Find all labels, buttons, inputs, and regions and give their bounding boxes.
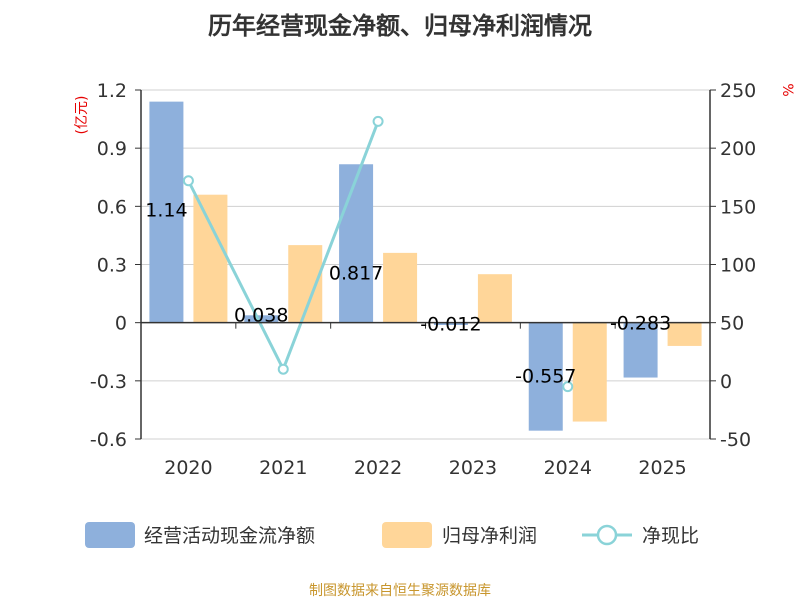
legend-label-net-profit: 归母净利润 — [442, 525, 537, 547]
left-tick-label: 0.3 — [97, 255, 127, 277]
right-tick-label: 150 — [720, 196, 756, 218]
chart-title: 历年经营现金净额、归母净利润情况 — [208, 12, 592, 40]
legend-label-cashflow: 经营活动现金流净额 — [144, 525, 315, 547]
bar-net-profit — [193, 194, 228, 323]
data-label-cashflow: 0.038 — [234, 304, 288, 326]
data-label-cashflow: -0.283 — [610, 313, 671, 335]
axes: 1.2 0.9 0.6 0.3 0 -0.3 -0.6 250 200 150 100 50 0 -50 2… — [90, 80, 756, 479]
left-tick-label: 0 — [115, 313, 127, 335]
bar-cashflow — [623, 322, 658, 378]
ratio-point — [182, 175, 194, 187]
left-tick-label: 0.9 — [97, 138, 127, 160]
grid-lines — [141, 89, 710, 440]
right-tick-label: -50 — [720, 429, 751, 451]
bar-cashflow — [149, 101, 184, 323]
bar-net-profit — [572, 322, 607, 422]
bar-net-profit — [383, 252, 418, 323]
right-tick-label: 100 — [720, 255, 756, 277]
right-axis-unit: % — [779, 83, 795, 96]
left-tick-label: 0.6 — [97, 196, 127, 218]
bar-cashflow — [339, 164, 374, 323]
x-tick-label: 2023 — [449, 457, 497, 479]
legend: 经营活动现金流净额 归母净利润 净现比 — [85, 522, 699, 548]
x-tick-label: 2024 — [544, 457, 592, 479]
bars — [149, 101, 702, 431]
data-label-cashflow: 0.817 — [329, 262, 383, 284]
bar-net-profit — [667, 322, 702, 346]
right-tick-label: 0 — [720, 371, 732, 393]
bar-cashflow — [244, 315, 279, 323]
left-tick-label: -0.6 — [90, 429, 127, 451]
bar-cashflow — [433, 322, 468, 325]
legend-marker-ratio — [596, 524, 618, 546]
ratio-point — [277, 363, 289, 375]
legend-swatch-net-profit — [382, 522, 432, 548]
legend-swatch-cashflow — [85, 522, 135, 548]
left-tick-label: -0.3 — [90, 371, 127, 393]
data-label-cashflow: 1.14 — [145, 200, 187, 222]
bar-net-profit — [477, 274, 512, 323]
x-tick-label: 2021 — [259, 457, 307, 479]
x-tick-label: 2020 — [164, 457, 212, 479]
ratio-line — [182, 115, 574, 393]
right-tick-label: 250 — [720, 80, 756, 102]
ratio-point — [562, 381, 574, 393]
data-label-cashflow: -0.557 — [515, 366, 576, 388]
bar-cashflow — [528, 322, 563, 431]
x-tick-label: 2022 — [354, 457, 402, 479]
left-axis-unit: (亿元) — [74, 96, 90, 135]
legend-label-ratio: 净现比 — [642, 525, 699, 547]
data-label-cashflow: -0.012 — [420, 314, 481, 336]
right-tick-label: 50 — [720, 313, 744, 335]
data-labels: 1.14 0.038 0.817 -0.012 -0.557 -0.283 — [145, 200, 671, 388]
ratio-point — [372, 115, 384, 127]
right-tick-label: 200 — [720, 138, 756, 160]
x-tick-label: 2025 — [638, 457, 686, 479]
left-tick-label: 1.2 — [97, 80, 127, 102]
data-source-note: 制图数据来自恒生聚源数据库 — [309, 583, 491, 599]
